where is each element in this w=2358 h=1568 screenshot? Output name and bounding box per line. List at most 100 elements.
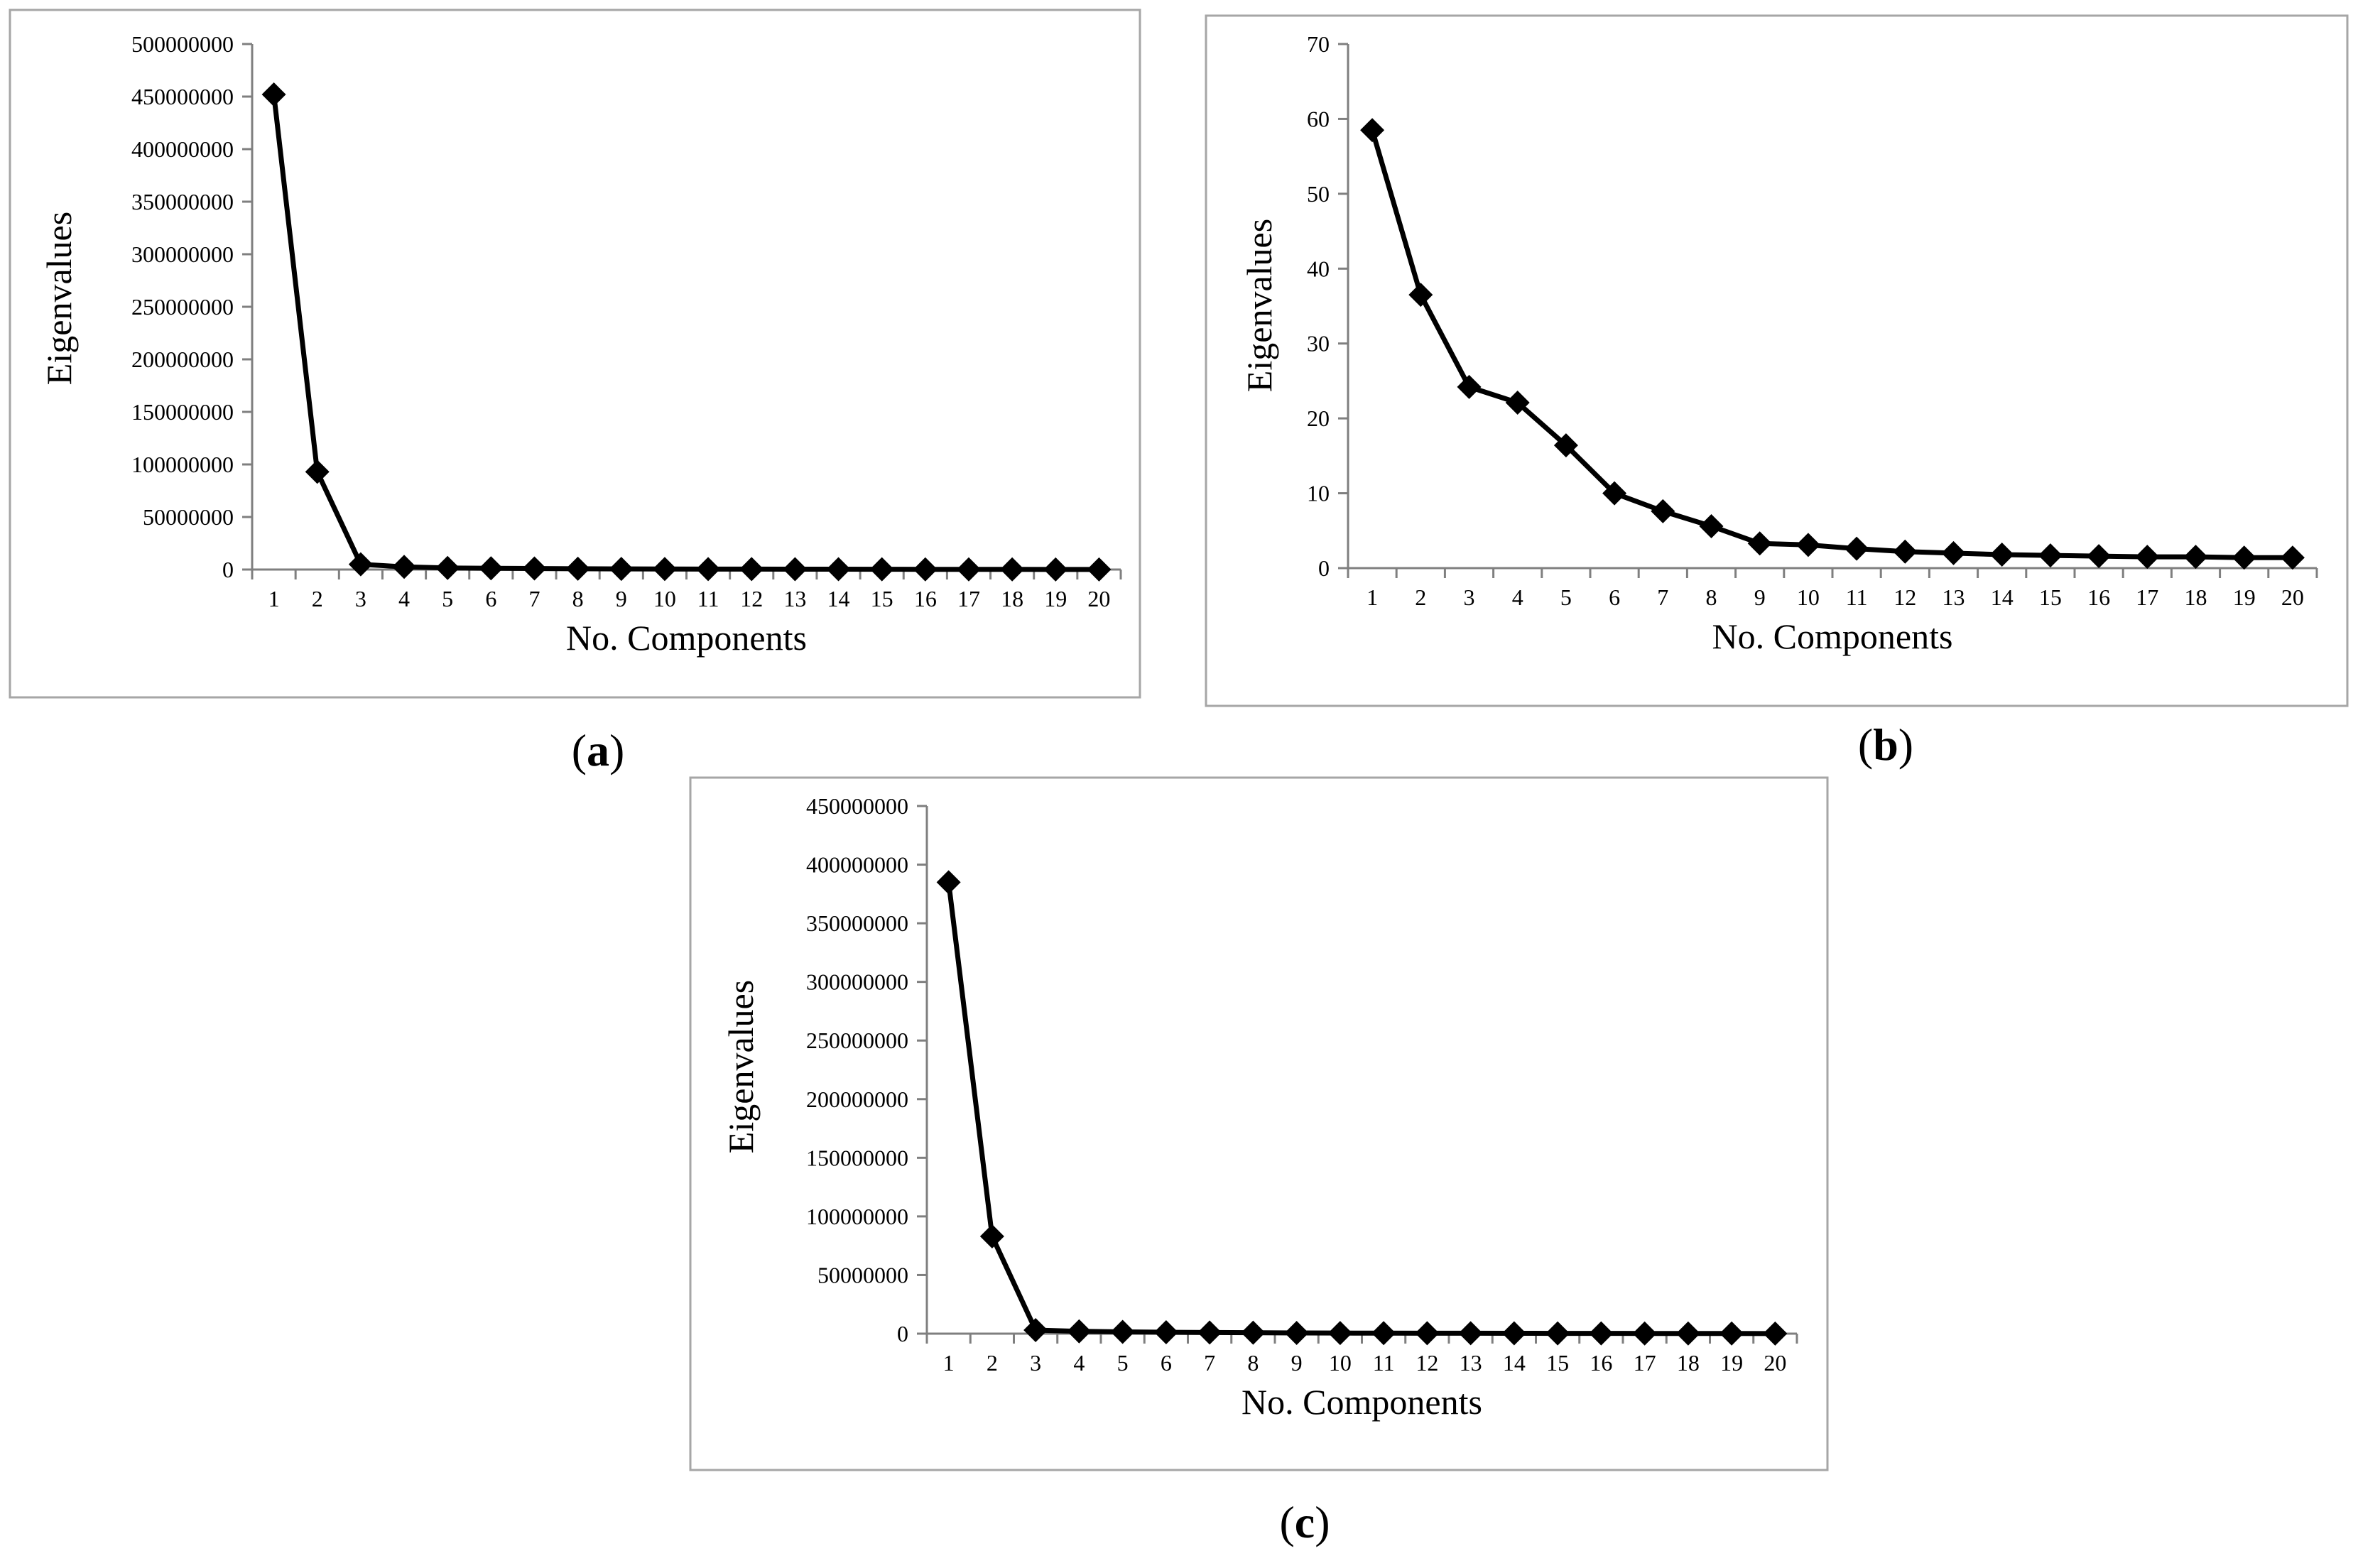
x-tick-label: 10: [1797, 584, 1820, 610]
data-point: [392, 555, 417, 579]
x-tick-label: 7: [1204, 1350, 1215, 1376]
data-point: [2232, 545, 2256, 570]
x-tick-label: 1: [943, 1350, 955, 1376]
data-point: [1110, 1319, 1135, 1344]
x-tick-label: 8: [1706, 584, 1717, 610]
x-tick-label: 8: [1247, 1350, 1259, 1376]
y-tick-label: 40: [1307, 256, 1330, 281]
x-tick-label: 6: [1609, 584, 1620, 610]
chart-frame: [9, 9, 1141, 699]
data-point: [979, 1224, 1004, 1248]
y-tick-label: 350000000: [806, 910, 908, 936]
data-point: [522, 556, 547, 581]
x-tick-label: 10: [1329, 1350, 1352, 1376]
x-axis-title: No. Components: [1712, 616, 1953, 656]
x-tick-label: 10: [653, 586, 676, 611]
data-point: [1408, 283, 1433, 307]
y-tick-label: 300000000: [806, 969, 908, 995]
data-point: [1458, 1321, 1483, 1346]
y-tick-label: 200000000: [806, 1087, 908, 1112]
y-tick-label: 50000000: [817, 1262, 908, 1287]
data-point: [609, 557, 634, 582]
x-tick-label: 1: [268, 586, 280, 611]
x-tick-label: 13: [783, 586, 806, 611]
chart-panel-a: 0500000001000000001500000002000000002500…: [9, 9, 1141, 775]
data-point: [1675, 1321, 1700, 1346]
data-point: [869, 557, 894, 582]
x-tick-label: 9: [1291, 1350, 1303, 1376]
x-tick-label: 14: [827, 586, 850, 611]
x-tick-label: 18: [1677, 1350, 1700, 1376]
data-point: [1023, 1318, 1048, 1343]
x-tick-label: 15: [1546, 1350, 1569, 1376]
x-tick-label: 16: [2087, 584, 2110, 610]
x-tick-label: 8: [572, 586, 584, 611]
y-tick-label: 0: [222, 557, 234, 582]
data-point: [261, 82, 286, 107]
chart-frame: [1205, 14, 2349, 707]
data-point: [1553, 433, 1578, 458]
y-tick-label: 450000000: [131, 84, 234, 109]
data-point: [1327, 1321, 1352, 1346]
x-tick-label: 20: [1764, 1350, 1786, 1376]
y-tick-label: 0: [897, 1321, 908, 1346]
x-tick-label: 2: [987, 1350, 998, 1376]
data-point: [1589, 1321, 1614, 1346]
y-tick-label: 400000000: [131, 136, 234, 162]
x-tick-label: 2: [1415, 584, 1426, 610]
data-point: [652, 557, 677, 582]
x-tick-label: 4: [1073, 1350, 1085, 1376]
data-point: [1153, 1320, 1178, 1345]
data-point: [1893, 539, 1918, 564]
x-tick-label: 3: [1030, 1350, 1041, 1376]
x-tick-label: 5: [1560, 584, 1572, 610]
data-point: [1197, 1320, 1222, 1345]
data-point: [2183, 545, 2208, 570]
data-point: [1087, 557, 1112, 582]
y-tick-label: 150000000: [806, 1145, 908, 1170]
data-point: [1457, 374, 1482, 399]
x-tick-label: 18: [1001, 586, 1023, 611]
x-axis-title: No. Components: [566, 618, 807, 658]
data-point: [1000, 557, 1025, 582]
x-tick-label: 12: [1416, 1350, 1438, 1376]
y-tick-label: 150000000: [131, 399, 234, 425]
panel-label: (b): [1858, 719, 1913, 770]
x-tick-label: 17: [957, 586, 980, 611]
data-point: [826, 557, 851, 582]
x-tick-label: 20: [2281, 584, 2304, 610]
x-tick-label: 2: [312, 586, 323, 611]
x-tick-label: 7: [528, 586, 540, 611]
x-tick-label: 12: [1894, 584, 1916, 610]
x-tick-label: 9: [616, 586, 627, 611]
x-tick-label: 5: [442, 586, 453, 611]
y-tick-label: 50: [1307, 181, 1330, 207]
x-tick-label: 6: [1161, 1350, 1172, 1376]
y-tick-label: 100000000: [806, 1204, 908, 1229]
data-point: [348, 552, 373, 577]
data-point: [1602, 481, 1627, 506]
x-tick-label: 13: [1460, 1350, 1482, 1376]
data-point: [1545, 1321, 1570, 1346]
data-point: [2087, 544, 2112, 569]
data-point: [1067, 1319, 1092, 1344]
x-tick-label: 11: [697, 586, 719, 611]
data-point: [1763, 1321, 1788, 1346]
data-point: [1415, 1321, 1440, 1346]
data-point: [1651, 499, 1675, 523]
data-point: [565, 556, 590, 581]
data-point: [956, 557, 981, 582]
data-point: [1941, 540, 1966, 565]
y-tick-label: 400000000: [806, 852, 908, 878]
data-point: [1632, 1321, 1657, 1346]
x-tick-label: 13: [1943, 584, 1965, 610]
data-point: [305, 459, 330, 484]
y-axis-title: Eigenvalues: [39, 212, 79, 385]
y-tick-label: 100000000: [131, 452, 234, 477]
x-tick-label: 15: [871, 586, 893, 611]
y-tick-label: 50000000: [143, 504, 234, 530]
data-point: [1371, 1321, 1396, 1346]
data-point: [1844, 536, 1869, 561]
data-point: [1501, 1321, 1526, 1346]
y-tick-label: 350000000: [131, 189, 234, 214]
